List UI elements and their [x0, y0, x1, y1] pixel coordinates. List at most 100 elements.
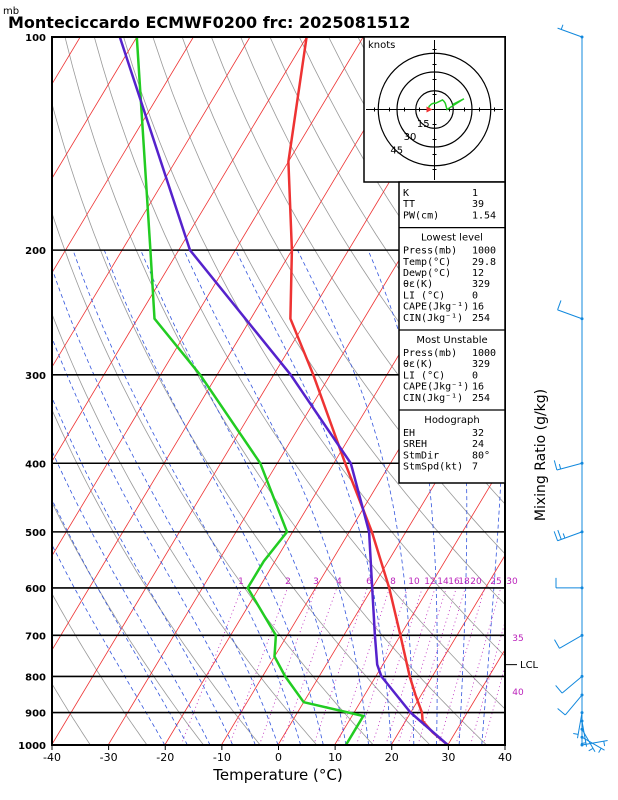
mixing-ratio-label: 16 — [448, 577, 460, 587]
x-tick-label: -40 — [43, 751, 61, 764]
x-tick-label: 0 — [275, 751, 282, 764]
lcl-label: LCL — [520, 660, 539, 671]
dry-adiabat — [211, 37, 505, 505]
mixing-ratio-line — [417, 587, 466, 745]
stat-label: CAPE(Jkg⁻¹) — [403, 302, 469, 313]
isotherm — [52, 37, 421, 651]
wind-barb-flag — [553, 531, 559, 541]
wind-barb-flag — [557, 300, 562, 311]
stats-panel: K 1 TT 39 PW(cm) 1.54 Lowest level Press(mb) 100… — [398, 181, 506, 484]
mixing-ratio-label: 4 — [336, 577, 342, 587]
stat-label: PW(cm) — [403, 210, 439, 221]
mixing-ratio-label: 6 — [366, 577, 372, 587]
wind-barb-base — [580, 727, 584, 731]
isotherm — [52, 37, 251, 368]
pressure-tick-label: 100 — [25, 33, 46, 44]
isotherm — [334, 460, 505, 745]
pressure-tick-label: 600 — [25, 584, 46, 595]
stats-frame — [398, 181, 506, 484]
hodograph-units-label: knots — [368, 40, 395, 51]
stat-label: CAPE(Jkg⁻¹) — [403, 382, 469, 393]
mixing-ratio-label: 18 — [458, 577, 470, 587]
dry-adiabat — [52, 592, 148, 745]
stat-value: 16 — [472, 382, 484, 393]
dry-adiabat — [240, 37, 505, 456]
mixing-ratio-axis-label: Mixing Ratio (g/kg) — [533, 389, 549, 521]
mixing-ratio-label: 12 — [424, 577, 435, 587]
moist-adiabat — [52, 450, 211, 745]
stat-label: SREH — [403, 439, 427, 450]
wind-barb-half-flag — [588, 747, 594, 752]
pressure-tick-label: 800 — [25, 672, 46, 683]
hodograph-ring-label: 15 — [417, 119, 430, 130]
parcel-profile — [118, 37, 449, 745]
mixing-ratio-label: 1 — [238, 577, 244, 587]
stat-value: 254 — [472, 313, 490, 324]
wind-barb-half-flag — [598, 748, 602, 753]
stats-section-heading: Hodograph — [424, 415, 479, 426]
stat-label: EH — [403, 428, 415, 439]
wind-barb-flag — [557, 708, 566, 716]
wind-barb-flag — [555, 685, 563, 694]
wind-barb-flag — [554, 639, 560, 649]
stat-label: Press(mb) — [403, 246, 457, 257]
moist-adiabat — [235, 249, 392, 745]
mixing-ratio-label: 25 — [490, 577, 501, 587]
hodograph-ring-label: 30 — [404, 132, 417, 143]
wind-barb — [561, 676, 583, 694]
stat-label: Dewp(°C) — [403, 268, 451, 279]
stat-value: 0 — [472, 290, 478, 301]
x-tick-label: -20 — [156, 751, 174, 764]
mixing-ratio-line — [438, 587, 486, 745]
mixing-ratio-line — [455, 587, 502, 745]
isotherm — [52, 37, 307, 463]
dewpoint-profile — [135, 37, 366, 745]
mixing-ratio-label: 35 — [512, 634, 523, 644]
stat-label: CIN(Jkg⁻¹) — [403, 393, 463, 404]
wind-barb-half-flag — [560, 24, 564, 30]
stat-value: 12 — [472, 268, 484, 279]
pressure-tick-label: 700 — [25, 631, 46, 642]
stat-label: Temp(°C) — [403, 257, 451, 268]
hodograph-trace — [427, 98, 465, 111]
x-tick-label: 40 — [498, 751, 512, 764]
wind-barb — [581, 736, 605, 751]
mixing-ratio-label: 10 — [408, 577, 420, 587]
dry-adiabat — [52, 211, 374, 745]
mixing-ratio-line — [407, 587, 457, 745]
storm-motion-marker — [426, 106, 433, 113]
moist-adiabat — [52, 544, 166, 745]
wind-barbs — [553, 24, 608, 753]
moist-adiabat — [52, 498, 188, 745]
mixing-ratio-label: 30 — [506, 577, 518, 587]
sounding-profiles — [118, 37, 449, 745]
wind-barb-base — [580, 586, 584, 590]
stat-value: 0 — [472, 370, 478, 381]
x-tick-label: 20 — [385, 751, 399, 764]
wind-barb-half-flag — [580, 742, 586, 745]
moist-adiabat — [52, 267, 279, 745]
wind-barb-base — [580, 633, 584, 637]
stat-value: 329 — [472, 359, 490, 370]
wind-barb-half-flag — [562, 533, 566, 539]
dry-adiabat — [181, 37, 505, 555]
stat-label: K — [403, 188, 409, 199]
stat-value: 80° — [472, 450, 490, 461]
wind-barb — [557, 531, 583, 542]
wind-barb-base — [580, 530, 584, 534]
mixing-ratio-label: 20 — [470, 577, 482, 587]
wind-barb-base — [580, 735, 584, 739]
moist-adiabat — [183, 249, 369, 745]
isotherm — [52, 37, 138, 180]
mixing-ratio-label: 40 — [512, 688, 524, 698]
dry-adiabat — [52, 102, 431, 745]
hodograph-ring-label: 45 — [390, 145, 403, 156]
stat-value: 39 — [472, 199, 484, 210]
wind-barb-base — [580, 461, 584, 465]
dry-adiabat — [152, 37, 505, 606]
mixing-ratio-label: 8 — [390, 577, 396, 587]
wind-barb-base — [580, 674, 584, 678]
